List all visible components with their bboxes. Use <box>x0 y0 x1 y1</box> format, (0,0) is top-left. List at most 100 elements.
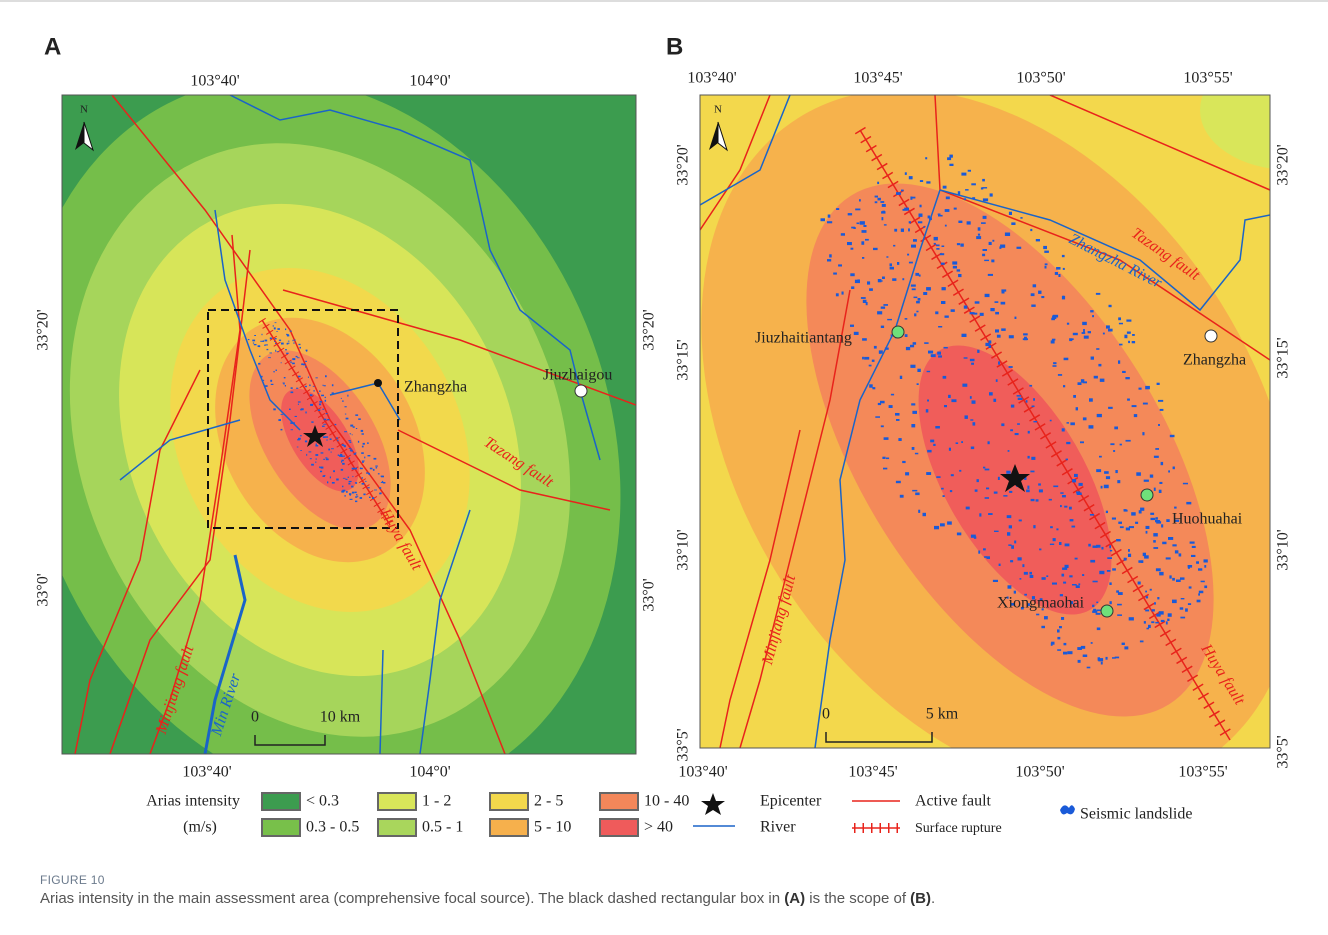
landslide <box>1176 580 1181 583</box>
landslide <box>338 455 340 456</box>
landslide <box>1036 499 1039 501</box>
landslide <box>861 297 866 299</box>
landslide <box>310 394 313 396</box>
legend-label: 10 - 40 <box>644 793 689 810</box>
landslide <box>281 362 282 363</box>
landslide <box>261 376 263 378</box>
landslide <box>869 365 872 367</box>
landslide <box>1110 550 1112 552</box>
landslide <box>1126 320 1131 322</box>
landslide <box>1062 568 1067 570</box>
figure: N 0 10 km Jiuzhaigou Zhangzha Tazang fau… <box>0 0 1328 935</box>
landslide <box>1144 621 1146 624</box>
landslide <box>1057 637 1060 640</box>
landslide <box>1063 385 1065 387</box>
landslide <box>1143 553 1146 556</box>
landslide <box>1157 597 1159 599</box>
landslide <box>1104 471 1109 474</box>
landslide <box>321 452 324 453</box>
landslide <box>934 243 936 245</box>
landslide <box>1098 657 1100 660</box>
map-a <box>0 0 719 865</box>
landslide <box>934 237 938 241</box>
landslide <box>1074 474 1078 477</box>
landslide <box>1129 617 1134 620</box>
landslide <box>1126 528 1130 531</box>
landslide <box>1064 643 1067 645</box>
landslide <box>956 442 959 444</box>
landslide <box>323 424 326 425</box>
landslide <box>985 294 990 297</box>
landslide <box>891 394 894 396</box>
legend-title: Arias intensity <box>146 793 240 810</box>
landslide <box>308 377 309 378</box>
landslide <box>919 214 923 217</box>
landslide <box>897 262 899 265</box>
legend-label: 0.3 - 0.5 <box>306 819 359 836</box>
landslide <box>1172 578 1175 581</box>
landslide <box>297 357 300 358</box>
landslide <box>1045 263 1048 265</box>
landslide <box>352 468 355 470</box>
landslide <box>316 377 318 378</box>
landslide <box>1044 616 1048 619</box>
landslide <box>1011 405 1014 408</box>
landslide <box>1052 339 1056 341</box>
landslide <box>977 350 979 353</box>
landslide <box>967 221 971 224</box>
landslide <box>860 221 865 225</box>
legend-label: > 40 <box>644 819 673 836</box>
landslide <box>1005 233 1010 237</box>
landslide <box>912 197 916 199</box>
landslide <box>931 354 936 357</box>
landslide <box>315 454 318 456</box>
landslide <box>936 245 940 247</box>
landslide <box>910 345 914 348</box>
landslide <box>270 338 272 340</box>
landslide <box>943 495 945 497</box>
landslide <box>1058 374 1062 376</box>
landslide <box>1156 614 1160 617</box>
landslide <box>341 469 343 471</box>
landslide <box>971 363 974 365</box>
landslide <box>1038 483 1041 485</box>
landslide <box>311 421 313 422</box>
landslide <box>855 209 860 211</box>
landslide <box>842 292 844 295</box>
landslide <box>869 384 873 387</box>
landslide <box>1026 400 1028 402</box>
landslide <box>1076 407 1078 410</box>
legend-swatch <box>600 793 638 810</box>
landslide <box>1107 570 1111 572</box>
landslide <box>254 344 257 345</box>
landslide <box>833 273 837 275</box>
landslide <box>300 435 302 436</box>
landslide <box>1007 515 1012 518</box>
landslide <box>890 267 894 270</box>
landslide <box>344 431 347 432</box>
landslide <box>1073 333 1078 335</box>
place-label: Jiuzhaigou <box>543 367 612 384</box>
landslide <box>325 397 326 398</box>
landslide <box>930 440 934 443</box>
landslide <box>1089 425 1094 428</box>
landslide <box>886 256 888 257</box>
landslide <box>1011 222 1015 225</box>
landslide <box>1150 513 1154 515</box>
legend-swatch <box>262 793 300 810</box>
landslide <box>912 288 916 290</box>
figure-number: FIGURE 10 <box>40 873 105 887</box>
landslide <box>1067 422 1070 423</box>
landslide <box>1146 526 1150 529</box>
landslide <box>1118 522 1122 524</box>
north-label: N <box>80 104 88 116</box>
landslide <box>348 440 350 441</box>
landslide <box>340 454 342 456</box>
landslide <box>1158 400 1163 402</box>
legend-swatch <box>490 793 528 810</box>
landslide <box>342 486 343 488</box>
caption-text: . <box>931 890 935 907</box>
landslide <box>382 481 383 483</box>
landslide <box>905 172 907 175</box>
landslide <box>290 331 292 332</box>
